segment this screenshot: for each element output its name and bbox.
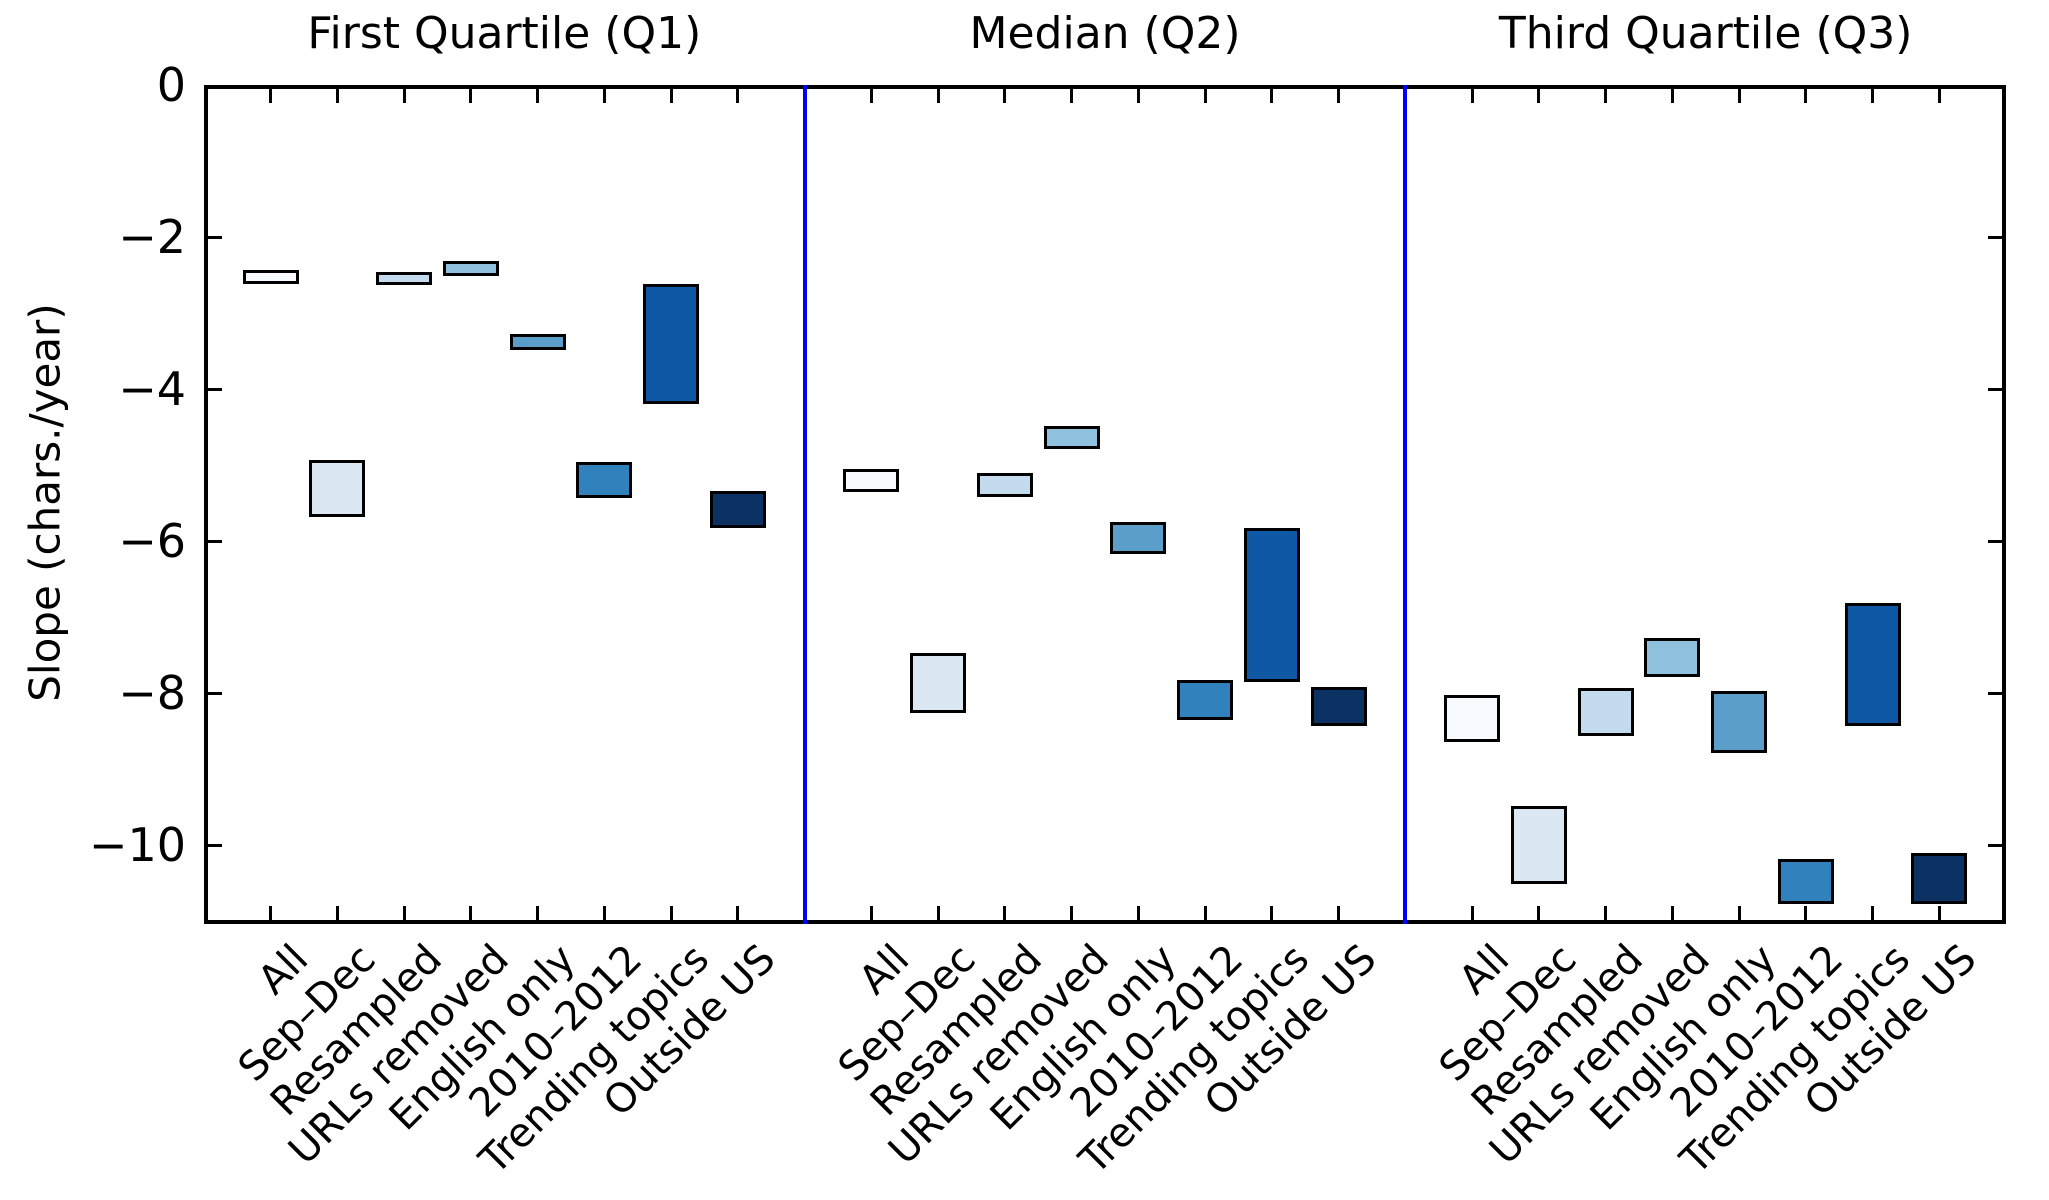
x-tick-mark bbox=[1070, 89, 1074, 103]
bar-First-Quartile-Q1--Outside-US bbox=[709, 490, 766, 529]
y-tick-mark bbox=[208, 235, 222, 239]
x-tick-mark bbox=[469, 89, 473, 103]
bar-First-Quartile-Q1--English-only bbox=[509, 333, 566, 351]
x-tick-mark bbox=[869, 906, 873, 920]
bar-First-Quartile-Q1--Sep-Dec bbox=[309, 459, 366, 518]
x-tick-mark bbox=[1804, 906, 1808, 920]
x-tick-mark bbox=[1937, 89, 1941, 103]
bar-Third-Quartile-Q3--2010-2012 bbox=[1777, 859, 1834, 905]
bar-Median-Q2--English-only bbox=[1110, 522, 1167, 554]
x-tick-mark bbox=[1937, 906, 1941, 920]
bar-Third-Quartile-Q3--Sep-Dec bbox=[1510, 806, 1567, 884]
panel-title: Third Quartile (Q3) bbox=[1498, 8, 1913, 59]
y-tick-mark bbox=[208, 387, 222, 391]
y-tick-mark bbox=[1988, 235, 2002, 239]
x-tick-mark bbox=[1337, 89, 1341, 103]
x-tick-mark bbox=[1270, 906, 1274, 920]
x-tick-mark bbox=[1203, 89, 1207, 103]
x-tick-mark bbox=[1604, 906, 1608, 920]
x-tick-mark bbox=[1737, 89, 1741, 103]
y-tick-label: −8 bbox=[118, 666, 186, 720]
x-tick-mark bbox=[402, 906, 406, 920]
divider-line bbox=[1403, 85, 1408, 924]
x-tick-mark bbox=[335, 89, 339, 103]
x-tick-mark bbox=[269, 906, 273, 920]
y-tick-label: −4 bbox=[118, 362, 186, 416]
x-tick-mark bbox=[536, 906, 540, 920]
divider-line bbox=[802, 85, 807, 924]
x-tick-mark bbox=[669, 89, 673, 103]
y-tick-mark bbox=[208, 843, 222, 847]
x-tick-mark bbox=[335, 906, 339, 920]
bar-Median-Q2--Resampled bbox=[976, 473, 1033, 497]
x-tick-mark bbox=[1337, 906, 1341, 920]
bar-Third-Quartile-Q3--Outside-US bbox=[1911, 853, 1968, 905]
bar-Median-Q2--Outside-US bbox=[1310, 686, 1367, 726]
bar-First-Quartile-Q1--Resampled bbox=[376, 271, 433, 285]
x-tick-mark bbox=[1270, 89, 1274, 103]
x-tick-mark bbox=[1537, 906, 1541, 920]
x-tick-mark bbox=[1470, 89, 1474, 103]
y-tick-mark bbox=[1988, 387, 2002, 391]
x-tick-mark bbox=[1136, 89, 1140, 103]
bar-Third-Quartile-Q3--All bbox=[1444, 695, 1501, 743]
x-tick-mark bbox=[602, 89, 606, 103]
y-tick-label: −6 bbox=[118, 514, 186, 568]
bar-First-Quartile-Q1--URLs-removed bbox=[442, 261, 499, 276]
bar-First-Quartile-Q1--All bbox=[242, 270, 299, 285]
bar-Median-Q2--All bbox=[843, 468, 900, 493]
bar-Third-Quartile-Q3--Trending-topics bbox=[1844, 602, 1901, 726]
x-tick-mark bbox=[936, 89, 940, 103]
y-tick-label: −2 bbox=[118, 210, 186, 264]
x-tick-mark bbox=[1470, 906, 1474, 920]
x-tick-mark bbox=[1871, 906, 1875, 920]
x-tick-mark bbox=[1537, 89, 1541, 103]
x-tick-mark bbox=[602, 906, 606, 920]
bar-First-Quartile-Q1--2010-2012 bbox=[576, 461, 633, 499]
x-tick-mark bbox=[402, 89, 406, 103]
x-tick-mark bbox=[1003, 906, 1007, 920]
x-tick-mark bbox=[936, 906, 940, 920]
x-tick-mark bbox=[1670, 906, 1674, 920]
x-tick-mark bbox=[1604, 89, 1608, 103]
y-tick-label: 0 bbox=[156, 58, 186, 112]
x-tick-mark bbox=[869, 89, 873, 103]
y-tick-mark bbox=[208, 539, 222, 543]
bar-Median-Q2--URLs-removed bbox=[1043, 426, 1100, 450]
x-tick-mark bbox=[269, 89, 273, 103]
x-tick-mark bbox=[536, 89, 540, 103]
x-tick-mark bbox=[1737, 906, 1741, 920]
bar-Median-Q2--Sep-Dec bbox=[910, 653, 967, 713]
x-tick-mark bbox=[1203, 906, 1207, 920]
y-tick-mark bbox=[1988, 691, 2002, 695]
bar-Third-Quartile-Q3--URLs-removed bbox=[1644, 637, 1701, 678]
bar-Third-Quartile-Q3--Resampled bbox=[1577, 687, 1634, 737]
bar-Median-Q2--2010-2012 bbox=[1177, 680, 1234, 721]
x-tick-mark bbox=[1804, 89, 1808, 103]
x-tick-mark bbox=[1070, 906, 1074, 920]
x-tick-mark bbox=[736, 89, 740, 103]
plot-area bbox=[204, 85, 2006, 924]
bar-Third-Quartile-Q3--English-only bbox=[1711, 690, 1768, 754]
panel-title: First Quartile (Q1) bbox=[307, 8, 702, 59]
panel-title: Median (Q2) bbox=[969, 8, 1241, 59]
x-tick-mark bbox=[669, 906, 673, 920]
x-tick-mark bbox=[1003, 89, 1007, 103]
x-tick-mark bbox=[1670, 89, 1674, 103]
y-tick-mark bbox=[208, 691, 222, 695]
y-tick-mark bbox=[1988, 843, 2002, 847]
x-tick-mark bbox=[1136, 906, 1140, 920]
y-tick-mark bbox=[1988, 539, 2002, 543]
bar-Median-Q2--Trending-topics bbox=[1243, 528, 1300, 682]
y-tick-label: −10 bbox=[88, 818, 186, 872]
bar-First-Quartile-Q1--Trending-topics bbox=[643, 284, 700, 405]
x-tick-mark bbox=[736, 906, 740, 920]
x-tick-mark bbox=[469, 906, 473, 920]
x-tick-mark bbox=[1871, 89, 1875, 103]
